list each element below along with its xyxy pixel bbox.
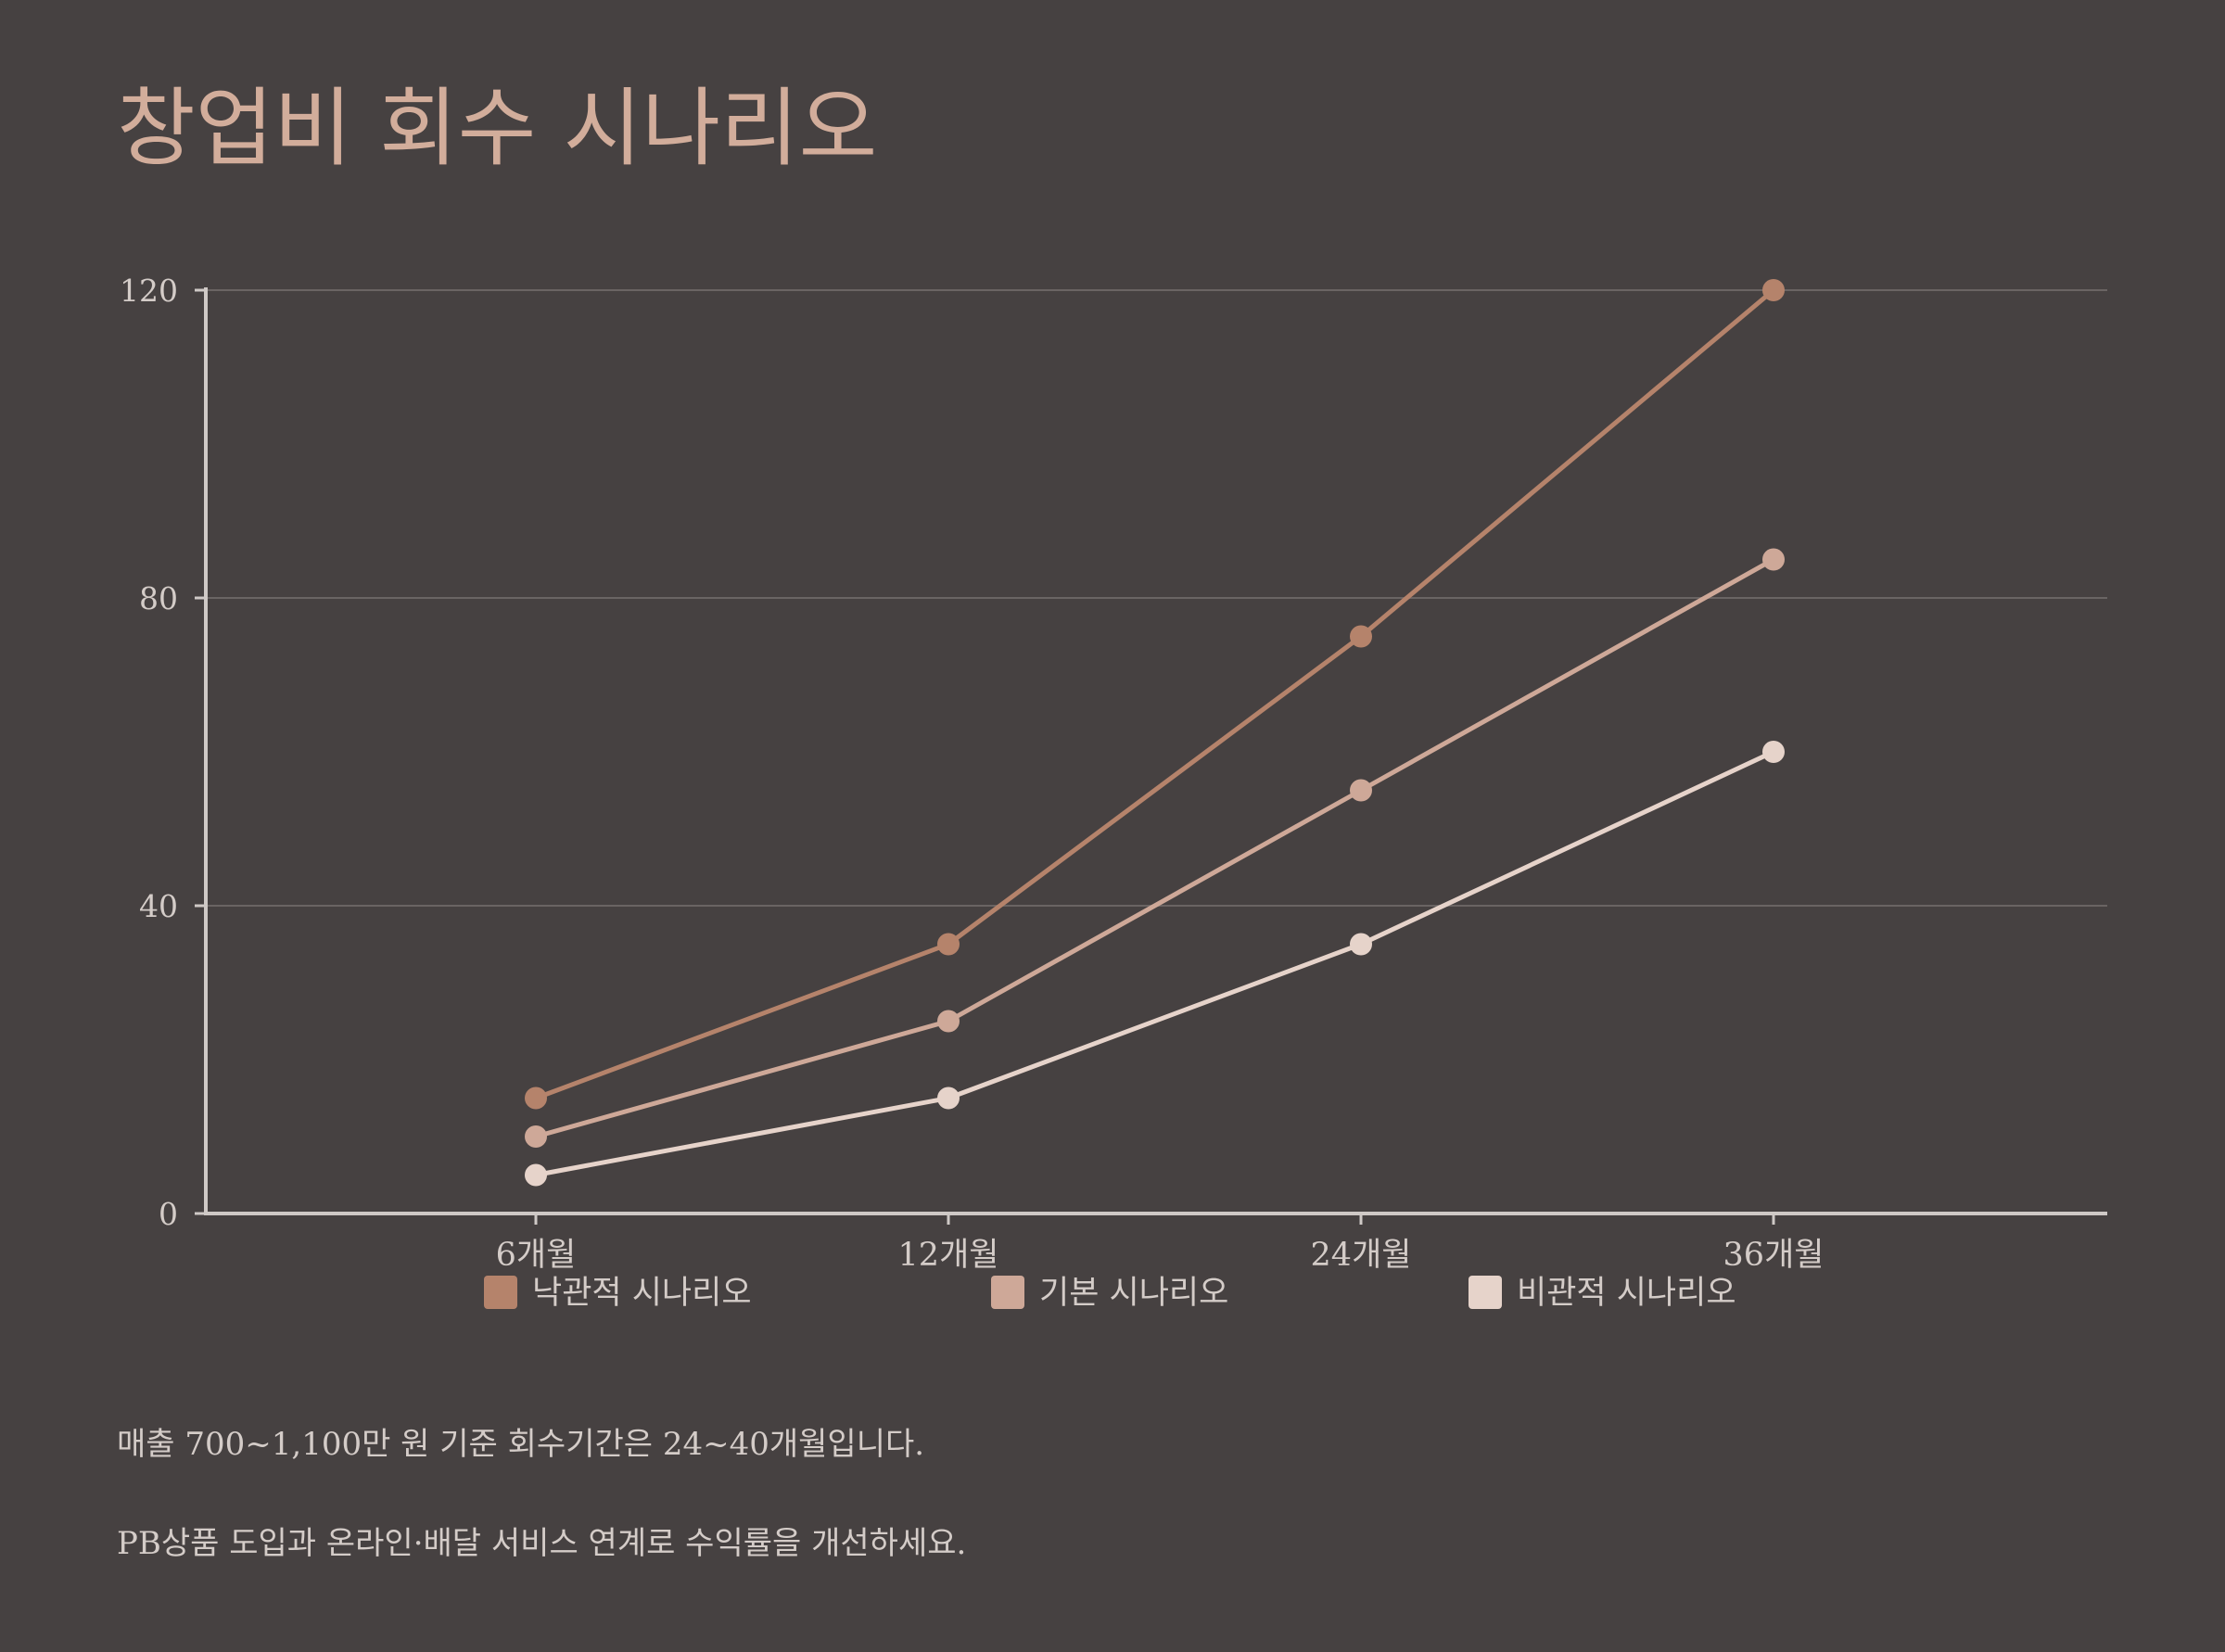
y-tick-label-80: 80 [139, 580, 178, 616]
legend-label-2: 기본 시나리오 [1039, 1275, 1228, 1312]
series-1-point-4 [1762, 279, 1785, 301]
series-line-1 [533, 287, 1776, 1100]
series-3-point-2 [937, 1087, 960, 1110]
series-2-point-4 [1762, 548, 1785, 571]
y-tick-label-0: 0 [159, 1196, 178, 1232]
x-tick-label-1: 6개월 [496, 1237, 577, 1274]
series-3-point-4 [1762, 741, 1785, 763]
x-tick-label-2: 12개월 [898, 1237, 999, 1274]
y-tick-label-40: 40 [139, 888, 178, 924]
legend-swatch-1 [484, 1276, 517, 1309]
legend-label-3: 비관적 시나리오 [1517, 1275, 1736, 1312]
legend-swatch-2 [991, 1276, 1024, 1309]
legend-swatch-3 [1468, 1276, 1502, 1309]
series-3-point-3 [1350, 933, 1372, 956]
series-2-point-1 [525, 1125, 547, 1148]
series-3-point-1 [525, 1163, 547, 1187]
note-payback-period: 매출 700~1,100만 원 기준 회수기간은 24~40개월입니다. [117, 1426, 925, 1463]
series-line-3 [533, 749, 1776, 1177]
legend-label-1: 낙관적 시나리오 [532, 1275, 752, 1312]
x-tick-label-4: 36개월 [1723, 1237, 1824, 1274]
page-title: 창업비 회수 시나리오 [117, 79, 878, 178]
y-tick-label-120: 120 [120, 273, 178, 309]
series-line-2 [533, 557, 1776, 1139]
series-1-point-2 [937, 933, 960, 956]
notes: 매출 700~1,100만 원 기준 회수기간은 24~40개월입니다. PB상… [117, 1418, 966, 1617]
note-improvement-tip: PB상품 도입과 온라인·배달 서비스 연계로 수익률을 개선하세요. [117, 1525, 967, 1562]
series-2-point-2 [937, 1010, 960, 1033]
x-tick-label-3: 24개월 [1311, 1237, 1412, 1274]
series-1-point-3 [1350, 625, 1372, 648]
series-2-point-3 [1350, 779, 1372, 802]
series-1-point-1 [525, 1087, 547, 1110]
